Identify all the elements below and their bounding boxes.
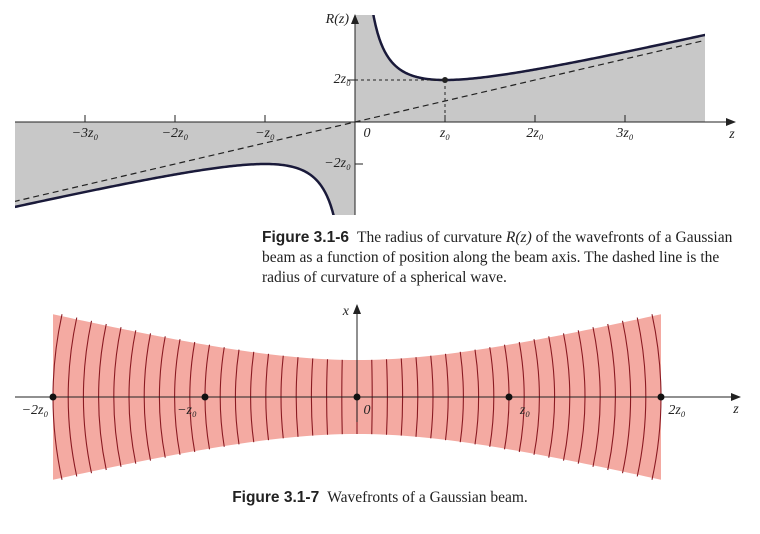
caption-text: Wavefronts of a Gaussian beam. xyxy=(327,489,528,506)
z-tick-label: 2z₀ xyxy=(668,403,685,418)
r-tick-label: −2z₀ xyxy=(324,156,351,171)
point xyxy=(353,393,361,401)
caption-1: Figure 3.1-6 The radius of curvature R(z)… xyxy=(262,228,752,288)
z-tick-label: −2z₀ xyxy=(162,126,189,141)
curvature-axes: −3z₀ −2z₀ −z₀ 0 z₀ 2z₀ 3z₀ 2z₀ −2z₀ R(z) z xyxy=(15,12,736,215)
z-tick-label: 0 xyxy=(364,126,371,141)
z-tick-label: −z₀ xyxy=(177,403,197,418)
caption-number: Figure 3.1-7 xyxy=(232,489,320,506)
z-tick-label: −z₀ xyxy=(255,126,275,141)
z-tick-label: −2z₀ xyxy=(22,403,49,418)
z-axis-label: z xyxy=(732,402,739,417)
curvature-curve xyxy=(15,162,335,215)
gray-region xyxy=(355,15,705,122)
z-tick-label: 2z₀ xyxy=(526,126,543,141)
point xyxy=(49,393,57,401)
r-axis-label: R(z) xyxy=(325,12,350,27)
point xyxy=(201,393,209,401)
beam-plot: −2z₀ −z₀ 0 z₀ 2z₀ x z xyxy=(15,304,741,480)
z-tick-label: z₀ xyxy=(519,403,530,418)
z-tick-label: 0 xyxy=(364,403,371,418)
caption-number: Figure 3.1-6 xyxy=(262,229,349,246)
z-tick-label: −3z₀ xyxy=(72,126,99,141)
point xyxy=(657,393,665,401)
caption-math: R(z) xyxy=(505,229,532,246)
z-axis-label: z xyxy=(728,127,735,142)
gray-region xyxy=(15,122,355,215)
point xyxy=(442,77,448,83)
caption-text: of the wavefronts of a Gaussian beam as … xyxy=(262,229,733,286)
z-tick-label: 3z₀ xyxy=(615,126,633,141)
r-tick-label: 2z₀ xyxy=(334,72,351,87)
caption-2: Figure 3.1-7 Wavefronts of a Gaussian bea… xyxy=(0,488,760,508)
point xyxy=(505,393,513,401)
caption-text: The radius of curvature xyxy=(357,229,503,246)
x-axis-label: x xyxy=(342,304,350,319)
z-tick-label: z₀ xyxy=(439,126,450,141)
curvature-curve xyxy=(372,15,705,82)
